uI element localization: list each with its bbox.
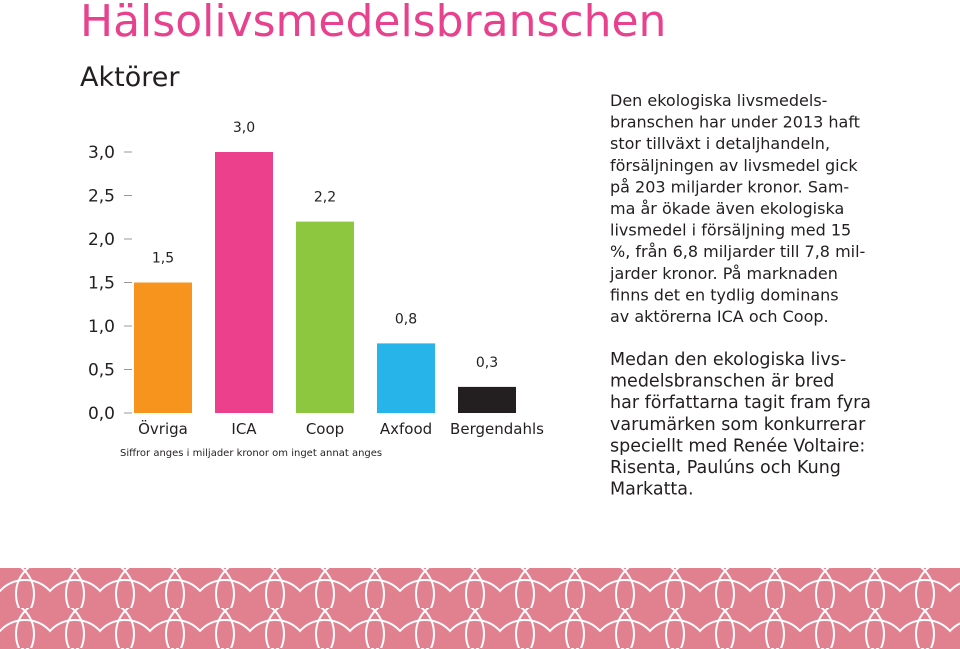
- y-tick-label: 0,5: [88, 361, 115, 381]
- paragraph-line: Markatta.: [610, 480, 694, 500]
- paragraph-line: %, från 6,8 miljarder till 7,8 mil-: [610, 242, 865, 261]
- y-tick-label: 2,5: [88, 187, 115, 207]
- bar: [458, 386, 516, 413]
- paragraph-line: livsmedel i försäljning med 15: [610, 221, 851, 240]
- paragraph-line: på 203 miljarder kronor. Sam-: [610, 177, 849, 196]
- y-tick-label: 1,5: [88, 274, 115, 294]
- y-tick-label: 0,0: [88, 404, 115, 424]
- bar: [377, 343, 435, 413]
- value-label: 0,3: [476, 355, 498, 371]
- bar: [296, 221, 354, 413]
- y-tick-label: 1,0: [88, 317, 115, 337]
- paragraph-line: ma år ökade även ekologiska: [610, 199, 844, 218]
- paragraph-line: branschen har under 2013 haft: [610, 113, 860, 132]
- x-tick-label: Coop: [306, 420, 344, 438]
- paragraph-line: Medan den ekologiska livs-: [610, 350, 846, 370]
- chart-note: Siffror anges i miljader kronor om inget…: [120, 448, 382, 459]
- decor-band: [0, 568, 960, 649]
- paragraph-line: Den ekologiska livsmedels-: [610, 91, 827, 110]
- x-tick-label: Övriga: [138, 419, 188, 438]
- paragraph-line: jarder kronor. På marknaden: [609, 264, 838, 283]
- page-title: Hälsolivsmedelsbranschen: [80, 0, 666, 47]
- y-tick-label: 2,0: [88, 230, 115, 250]
- paragraph-line: Risenta, Paulúns och Kung: [610, 458, 841, 478]
- chart: 0,0 0,5 1,0 1,5 2,0 2,5 3,0 Övriga 1,5 ICA 3,0 Coop…: [88, 120, 544, 438]
- value-label: 0,8: [395, 311, 417, 327]
- value-label: 3,0: [233, 120, 255, 136]
- value-label: 1,5: [152, 251, 174, 267]
- paragraph-line: medelsbranschen är bred: [610, 372, 834, 392]
- value-label: 2,2: [314, 190, 336, 206]
- x-tick-label: Axfood: [380, 420, 432, 438]
- subtitle: Aktörer: [80, 62, 180, 93]
- x-tick-label: Bergendahls: [450, 420, 544, 438]
- paragraph-line: försäljningen av livsmedel gick: [610, 156, 858, 175]
- bar: [134, 282, 192, 413]
- y-tick-label: 3,0: [88, 143, 115, 163]
- paragraph-line: har författarna tagit fram fyra: [610, 393, 871, 413]
- paragraph-line: av aktörerna ICA och Coop.: [610, 307, 829, 326]
- x-tick-label: ICA: [231, 420, 257, 438]
- paragraph-line: varumärken som konkurrerar: [610, 415, 866, 435]
- paragraph-line: stor tillväxt i detaljhandeln,: [610, 134, 830, 153]
- paragraph-line: speciellt med Renée Voltaire:: [610, 436, 865, 456]
- paragraph-line: finns det en tydlig dominans: [610, 285, 839, 304]
- body-text: Den ekologiska livsmedels-branschen har …: [609, 91, 871, 500]
- bar: [215, 152, 273, 413]
